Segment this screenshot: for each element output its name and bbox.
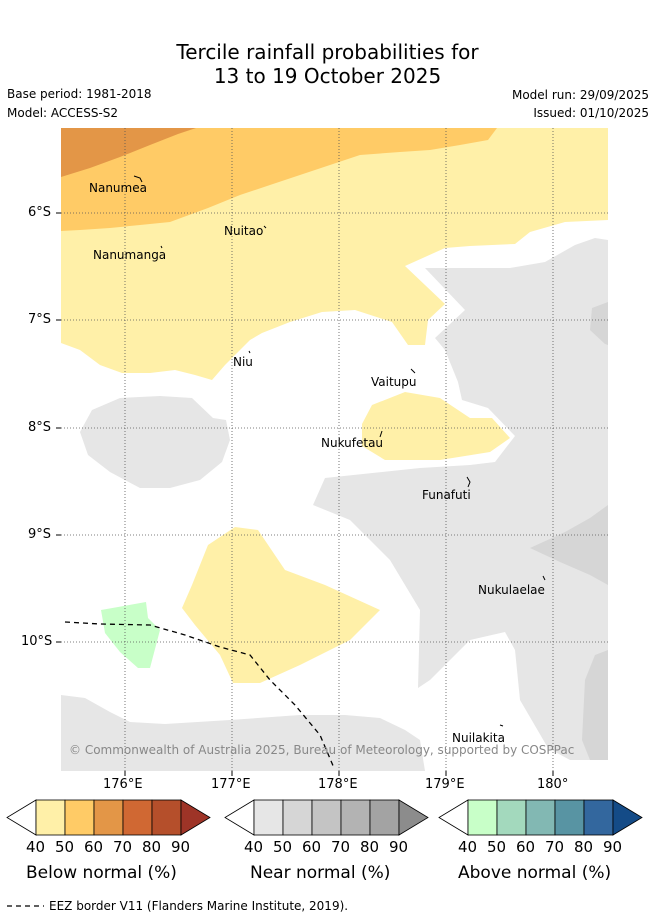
colorbar-near-tick-50: 50: [273, 838, 293, 856]
colorbar-below-tick-50: 50: [55, 838, 75, 856]
colorbar-near-min-arrow: [224, 799, 255, 836]
colorbar-above-bin-50: [496, 799, 527, 836]
colorbar-above-tick-70: 70: [545, 838, 565, 856]
colorbar-near-bin-40: [253, 799, 284, 836]
island-marks: [133, 175, 546, 727]
place-nukufetau: Nukufetau: [321, 436, 384, 450]
island-nuitao: [263, 225, 267, 229]
colorbar-near-tick-40: 40: [244, 838, 264, 856]
lat-label-9s: 9°S: [28, 527, 52, 542]
colorbar-below-min-arrow: [6, 799, 37, 836]
colorbar-below-max-arrow: [180, 799, 211, 836]
colorbar-above-tick-80: 80: [574, 838, 594, 856]
colorbar-near: [224, 799, 429, 836]
lon-label-179e: 179°E: [425, 777, 465, 792]
colorbar-below-tick-70: 70: [113, 838, 133, 856]
island-nukulaelae: [542, 575, 546, 581]
below-60-region: [61, 128, 196, 177]
lat-label-6s: 6°S: [28, 205, 52, 220]
place-niu: Niu: [233, 355, 253, 369]
probability-field: [61, 128, 608, 771]
place-funafuti: Funafuti: [422, 488, 471, 502]
below-40-region-nukufetau: [362, 392, 510, 460]
colorbar-below-bin-50: [64, 799, 95, 836]
colorbar-above-tick-50: 50: [487, 838, 507, 856]
colorbar-near-bin-60: [311, 799, 342, 836]
island-funafuti: [466, 476, 471, 488]
colorbar-below-label: Below normal (%): [26, 863, 177, 883]
island-nanumea: [133, 175, 143, 183]
lat-label-8s: 8°S: [28, 420, 52, 435]
colorbar-near-bin-70: [340, 799, 371, 836]
map-title-line2: 13 to 19 October 2025: [213, 64, 442, 88]
colorbar-below-tick-80: 80: [142, 838, 162, 856]
colorbar-above-min-arrow: [438, 799, 469, 836]
base-period: Base period: 1981-2018: [7, 87, 152, 101]
place-nukulaelae: Nukulaelae: [478, 583, 545, 597]
colorbar-near-bin-80: [369, 799, 400, 836]
colorbar-above-bin-40: [467, 799, 498, 836]
colorbar-below-bin-60: [93, 799, 124, 836]
eez-legend-text: EEZ border V11 (Flanders Marine Institut…: [49, 899, 349, 913]
near-40-region-west: [80, 396, 230, 488]
colorbar-near-bin-50: [282, 799, 313, 836]
colorbar-below-tick-60: 60: [84, 838, 104, 856]
lon-label-180: 180°: [537, 777, 569, 792]
colorbar-below-bin-70: [122, 799, 153, 836]
graticule: [61, 128, 608, 771]
near-40-region-east: [313, 238, 608, 760]
colorbar-above-tick-60: 60: [516, 838, 536, 856]
colorbar-above-bin-70: [554, 799, 585, 836]
model-name: Model: ACCESS-S2: [7, 106, 119, 120]
colorbar-near-label: Near normal (%): [250, 863, 391, 883]
eez-border: [64, 621, 335, 769]
colorbar-near-tick-90: 90: [389, 838, 409, 856]
colorbar-above-tick-90: 90: [603, 838, 623, 856]
colorbar-above-max-arrow: [612, 799, 643, 836]
place-nanumea: Nanumea: [89, 181, 147, 195]
colorbar-near-tick-70: 70: [331, 838, 351, 856]
colorbar-below-tick-40: 40: [26, 838, 46, 856]
place-nuilakita: Nuilakita: [452, 731, 505, 745]
copyright-notice: © Commonwealth of Australia 2025, Bureau…: [69, 743, 575, 757]
lon-label-177e: 177°E: [211, 777, 251, 792]
island-niu: [248, 350, 251, 354]
colorbar-above-label: Above normal (%): [458, 863, 612, 883]
place-vaitupu: Vaitupu: [371, 375, 417, 389]
colorbar-above-bin-60: [525, 799, 556, 836]
lon-label-176e: 176°E: [103, 777, 143, 792]
island-nukufetau: [379, 430, 383, 438]
colorbar-below: [6, 799, 211, 836]
colorbar-near-tick-60: 60: [302, 838, 322, 856]
place-nuitao: Nuitao: [224, 224, 264, 238]
lon-label-178e: 178°E: [318, 777, 358, 792]
lat-label-7s: 7°S: [28, 312, 52, 327]
below-40-region-south: [182, 527, 380, 683]
axis-ticks: [56, 212, 554, 776]
colorbar-above: [438, 799, 643, 836]
island-nuilakita: [499, 724, 504, 727]
model-run: Model run: 29/09/2025: [511, 88, 649, 102]
near-50-region-east: [530, 505, 608, 585]
colorbar-above-bin-80: [583, 799, 614, 836]
lat-label-10s: 10°S: [21, 634, 53, 649]
colorbar-below-tick-90: 90: [171, 838, 191, 856]
near-50-region-southeast: [582, 650, 608, 760]
below-50-region: [61, 128, 497, 231]
above-40-region: [101, 602, 160, 668]
issued-date: Issued: 01/10/2025: [533, 106, 649, 120]
near-50-region-northeast: [590, 302, 608, 345]
place-nanumanga: Nanumanga: [93, 248, 167, 262]
island-vaitupu: [410, 368, 416, 374]
colorbar-below-bin-80: [151, 799, 182, 836]
island-nanumanga: [160, 245, 163, 249]
colorbar-near-tick-80: 80: [360, 838, 380, 856]
map-title-line1: Tercile rainfall probabilities for: [176, 40, 479, 64]
colorbar-near-max-arrow: [398, 799, 429, 836]
near-40-region-south: [61, 695, 425, 771]
colorbar-below-bin-40: [35, 799, 66, 836]
colorbar-above-tick-40: 40: [458, 838, 478, 856]
